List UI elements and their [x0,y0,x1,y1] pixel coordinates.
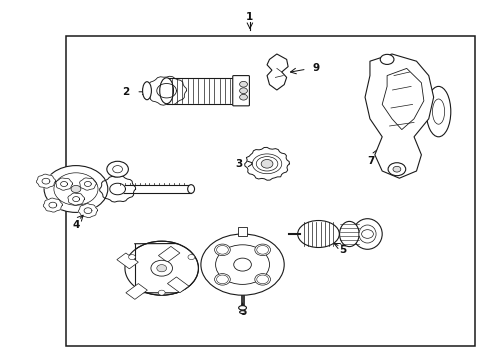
Polygon shape [382,68,424,130]
Circle shape [201,234,284,295]
Circle shape [71,185,81,193]
Circle shape [44,166,108,212]
Circle shape [220,248,225,252]
Circle shape [260,248,266,252]
Polygon shape [84,181,91,186]
Circle shape [158,290,165,295]
Bar [168,277,189,293]
Circle shape [217,275,228,284]
Circle shape [107,161,128,177]
Text: 7: 7 [368,156,375,166]
Circle shape [257,275,269,284]
Polygon shape [56,178,73,190]
Ellipse shape [255,244,270,256]
Circle shape [220,277,225,282]
Bar [66,36,475,346]
Ellipse shape [298,220,339,248]
Text: 4: 4 [72,220,80,230]
Text: 5: 5 [340,245,346,255]
Polygon shape [99,176,136,202]
Ellipse shape [353,219,382,249]
Ellipse shape [256,157,278,171]
FancyBboxPatch shape [233,76,249,106]
Text: 8: 8 [108,263,115,273]
Ellipse shape [239,306,246,310]
Circle shape [380,54,394,64]
Polygon shape [42,178,50,184]
Bar [158,246,180,262]
Polygon shape [36,174,55,188]
Circle shape [234,258,251,271]
Polygon shape [110,183,125,195]
Text: 1: 1 [246,12,253,22]
Polygon shape [68,193,85,205]
Polygon shape [43,198,62,212]
Circle shape [388,163,406,176]
Bar [117,253,138,269]
Ellipse shape [188,185,195,193]
Ellipse shape [143,82,151,100]
Ellipse shape [233,78,247,104]
Circle shape [257,246,269,254]
Text: 6: 6 [239,307,246,317]
Circle shape [113,166,122,173]
Text: 9: 9 [313,63,320,73]
Ellipse shape [252,154,282,174]
Polygon shape [258,157,276,170]
Circle shape [240,88,247,94]
Text: 2: 2 [122,87,130,97]
Polygon shape [61,181,68,186]
Polygon shape [78,204,98,218]
Circle shape [188,255,195,260]
Ellipse shape [340,221,359,247]
Ellipse shape [426,86,451,137]
Ellipse shape [215,244,230,256]
Circle shape [54,173,98,205]
Bar [126,284,147,300]
Polygon shape [84,208,92,213]
Bar [103,239,135,297]
Polygon shape [49,202,57,208]
Ellipse shape [160,78,173,104]
Bar [238,227,247,236]
Circle shape [240,94,247,100]
Ellipse shape [255,274,270,285]
Circle shape [362,230,373,238]
Circle shape [151,260,172,276]
Circle shape [125,241,198,295]
Circle shape [261,159,273,168]
Polygon shape [73,197,79,202]
Polygon shape [365,54,434,178]
Polygon shape [245,147,290,180]
Polygon shape [157,84,176,98]
Ellipse shape [359,225,376,243]
Polygon shape [147,76,187,105]
Circle shape [128,255,135,260]
Polygon shape [79,178,97,190]
Polygon shape [267,54,288,90]
Ellipse shape [240,311,245,314]
Circle shape [240,81,247,87]
Circle shape [157,265,167,272]
Circle shape [393,166,401,172]
Circle shape [217,246,228,254]
Ellipse shape [432,99,444,124]
Ellipse shape [215,274,230,285]
Circle shape [260,277,266,282]
Text: 3: 3 [235,159,243,169]
Circle shape [216,245,270,284]
